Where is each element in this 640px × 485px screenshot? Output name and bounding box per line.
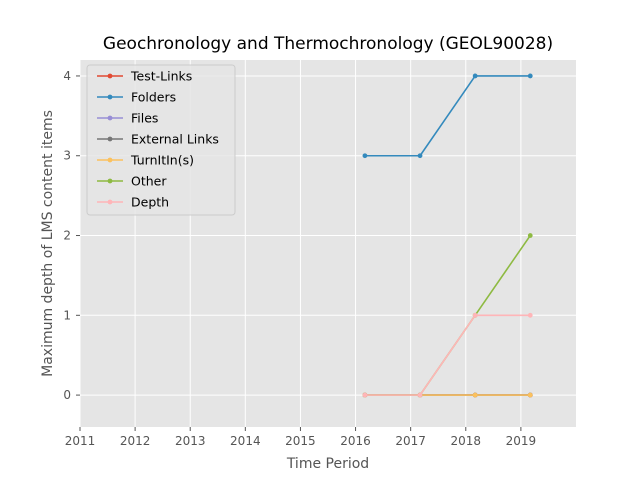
- legend-box: [86, 64, 236, 216]
- data-point-depth: [527, 312, 533, 318]
- series-line-depth: [364, 314, 531, 396]
- data-point-turnitin-s: [472, 392, 478, 398]
- legend-item-folders: Folders: [97, 90, 176, 105]
- y-tick-label: 2: [63, 229, 71, 243]
- legend-marker-folders: [107, 94, 113, 100]
- data-point-depth: [417, 392, 423, 398]
- data-point-folders: [472, 73, 478, 79]
- x-tick-label: 2017: [395, 434, 426, 448]
- legend: Test-Links Folders Files External Links Turn…: [86, 64, 236, 216]
- data-point-turnitin-s: [527, 392, 533, 398]
- data-point-folders: [362, 153, 368, 159]
- legend-item-files: Files: [97, 111, 158, 126]
- legend-item-other: Other: [97, 174, 167, 189]
- x-tick-label: 2011: [65, 434, 96, 448]
- x-axis-ticks: 2011 2012 2013 2014 2015 2016 2017 2018 2019: [65, 427, 536, 448]
- series-depth: [362, 312, 533, 398]
- legend-label-folders: Folders: [131, 90, 176, 105]
- series-line-folders: [364, 75, 531, 157]
- x-tick-label: 2012: [120, 434, 151, 448]
- legend-label-depth: Depth: [131, 195, 169, 210]
- data-point-folders: [527, 73, 533, 79]
- x-tick-label: 2019: [506, 434, 537, 448]
- legend-label-external-links: External Links: [131, 132, 219, 147]
- y-axis-label: Maximum depth of LMS content items: [40, 110, 56, 377]
- y-tick-label: 1: [63, 308, 71, 322]
- y-tick-label: 3: [63, 149, 71, 163]
- legend-marker-other: [107, 178, 113, 184]
- legend-label-files: Files: [131, 111, 158, 126]
- legend-item-depth: Depth: [97, 195, 169, 210]
- series-layer: [362, 73, 533, 398]
- series-folders: [362, 73, 533, 159]
- data-point-depth: [472, 312, 478, 318]
- x-tick-label: 2018: [451, 434, 482, 448]
- x-axis-label: Time Period: [286, 456, 369, 472]
- legend-marker-turnitin-s: [107, 157, 113, 163]
- legend-label-other: Other: [131, 174, 167, 189]
- x-tick-label: 2014: [230, 434, 261, 448]
- x-tick-label: 2016: [340, 434, 371, 448]
- legend-marker-depth: [107, 199, 113, 205]
- data-point-folders: [417, 153, 423, 159]
- legend-marker-external-links: [107, 136, 113, 142]
- legend-marker-test-links: [107, 73, 113, 79]
- y-tick-label: 0: [63, 388, 71, 402]
- legend-label-test-links: Test-Links: [130, 69, 192, 84]
- chart-title: Geochronology and Thermochronology (GEOL…: [103, 34, 553, 54]
- data-point-other: [527, 233, 533, 238]
- y-tick-label: 4: [63, 69, 71, 83]
- legend-item-external-links: External Links: [97, 132, 219, 147]
- legend-item-test-links: Test-Links: [97, 69, 192, 84]
- legend-marker-files: [107, 115, 113, 121]
- legend-item-turnitin-s: TurnItIn(s): [97, 153, 194, 168]
- data-point-depth: [362, 392, 368, 398]
- x-tick-label: 2013: [175, 434, 206, 448]
- x-tick-label: 2015: [285, 434, 316, 448]
- y-axis-ticks: 0 1 2 3 4: [63, 69, 80, 402]
- legend-label-turnitin-s: TurnItIn(s): [130, 153, 194, 168]
